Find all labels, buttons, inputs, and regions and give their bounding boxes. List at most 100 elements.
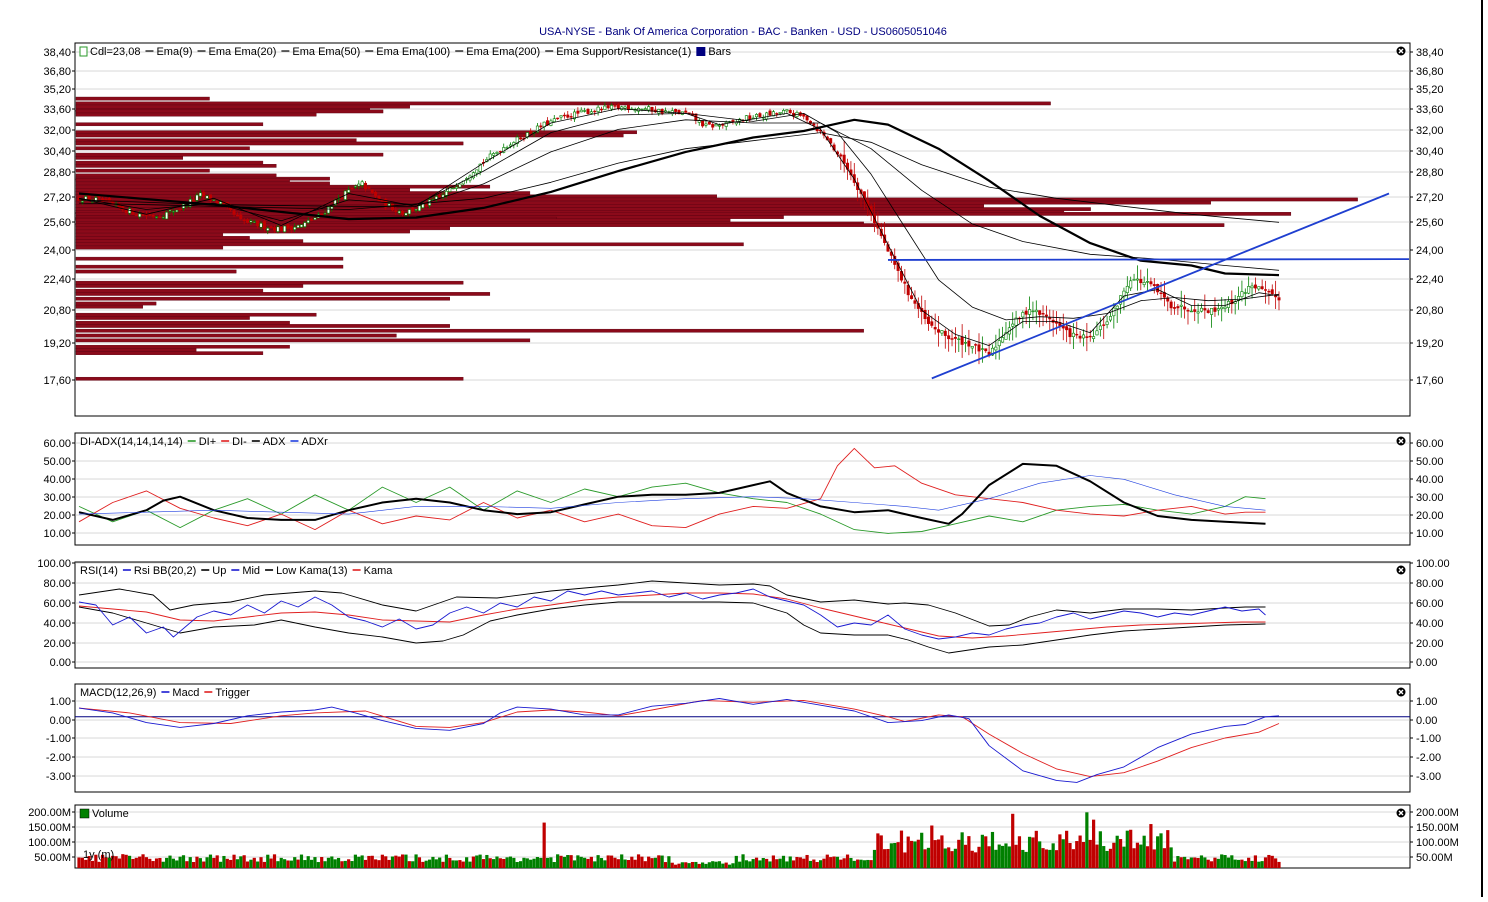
volume-bar <box>154 858 159 868</box>
volume-bar <box>492 859 496 868</box>
candle-body <box>539 125 543 128</box>
volume-tick-label-left: 200.00M <box>28 807 71 819</box>
candle-body <box>498 151 502 153</box>
legend-label: Ema Ema(20) <box>209 46 277 58</box>
price-tick-label-left: 24,00 <box>43 245 71 257</box>
legend-label: Macd <box>172 687 199 699</box>
candle-body <box>350 187 354 190</box>
volume-bar <box>1122 846 1126 868</box>
price-tick-label-right: 33,60 <box>1416 104 1444 116</box>
candle-body <box>559 115 563 118</box>
volume-bar <box>1142 835 1146 868</box>
candle-body <box>596 106 600 112</box>
volume-bar <box>529 859 533 868</box>
volume-bar <box>606 855 610 868</box>
volume-close-icon[interactable] <box>1396 808 1406 818</box>
volume-bar <box>195 856 199 868</box>
candle-body <box>748 115 752 120</box>
candle-body <box>144 214 148 216</box>
rsi-tick-label-right: 60.00 <box>1416 598 1444 610</box>
candle-body <box>1011 323 1015 327</box>
volume-bar <box>1149 824 1153 868</box>
candle-body <box>1173 307 1177 309</box>
volume-profile-bar <box>75 288 264 293</box>
volume-bar <box>876 833 880 868</box>
volume-bar <box>717 861 722 868</box>
macd-tick-label-right: 0.00 <box>1416 715 1437 727</box>
volume-bar <box>1068 843 1072 868</box>
volume-profile-bar <box>75 284 304 288</box>
volume-bar <box>1115 835 1119 868</box>
candle-body <box>178 208 182 211</box>
legend-label: Up <box>212 565 226 577</box>
volume-bar <box>1004 843 1008 868</box>
adx-tick-label-left: 50.00 <box>43 456 71 468</box>
candle-body <box>168 210 172 212</box>
candle-body <box>262 221 266 229</box>
volume-bar <box>1095 844 1099 868</box>
candle-body <box>367 186 371 189</box>
volume-bar <box>859 859 863 868</box>
volume-bar <box>1092 819 1096 868</box>
macd-tick-label-left: -2.00 <box>46 752 71 764</box>
volume-bar <box>690 861 695 868</box>
volume-bar <box>947 847 951 868</box>
volume-bar <box>111 855 115 868</box>
candle-body <box>711 124 715 128</box>
candle-body <box>1193 309 1197 312</box>
volume-bar <box>697 863 701 868</box>
candle-body <box>947 335 951 340</box>
volume-bar <box>771 855 775 868</box>
volume-profile-bar <box>75 160 264 165</box>
candle-body <box>1041 313 1045 315</box>
adx-tick-label-right: 40.00 <box>1416 474 1444 486</box>
adx-close-icon[interactable] <box>1396 436 1406 446</box>
volume-profile-bar <box>75 146 250 151</box>
volume-bar <box>599 858 604 868</box>
adx-tick-label-right: 20.00 <box>1416 510 1444 522</box>
candle-body <box>414 209 418 211</box>
candle-body <box>171 211 175 213</box>
volume-bar <box>802 858 806 868</box>
candle-body <box>401 210 405 215</box>
candle-body <box>1179 304 1183 307</box>
volume-bar <box>80 857 84 868</box>
candle-body <box>1081 334 1085 339</box>
candle-body <box>215 200 219 204</box>
volume-bar <box>572 860 577 868</box>
volume-profile-bar <box>75 184 491 189</box>
volume-profile-bar <box>75 344 290 349</box>
candles <box>77 102 1281 365</box>
volume-bar <box>835 856 840 868</box>
volume-tick-label-left: 150.00M <box>28 822 71 834</box>
volume-bar <box>630 856 634 868</box>
volume-bar <box>586 858 590 868</box>
candle-body <box>842 154 846 164</box>
volume-bar <box>754 857 759 868</box>
candle-body <box>326 206 330 214</box>
volume-bar <box>347 859 351 868</box>
volume-bar <box>593 861 597 868</box>
candle-body <box>953 336 957 339</box>
volume-profile-bar <box>75 264 344 269</box>
volume-bar <box>343 860 347 868</box>
volume-bar <box>1044 849 1049 868</box>
price-tick-label-right: 27,20 <box>1416 192 1444 204</box>
candle-body <box>458 183 462 188</box>
volume-profile-bar <box>75 191 531 195</box>
volume-bar <box>138 856 142 868</box>
volume-panel: 200.00M 200.00M 150.00M 150.00M 100.00M 100.0… <box>28 804 1459 869</box>
support-resistance-horizontal-line <box>887 258 1410 261</box>
volume-profile-bar <box>75 181 330 186</box>
rsi-close-icon[interactable] <box>1396 565 1406 575</box>
volume-bar <box>1274 858 1278 868</box>
adx-tick-label-right: 60.00 <box>1416 438 1444 450</box>
volume-bar <box>185 861 189 868</box>
price-tick-label-right: 35,20 <box>1416 84 1444 96</box>
volume-bar <box>90 860 95 868</box>
price-close-icon[interactable] <box>1396 46 1406 56</box>
macd-close-icon[interactable] <box>1396 687 1406 697</box>
ema-line-Ema20 <box>78 113 1280 321</box>
volume-bar <box>866 859 870 868</box>
volume-bar <box>920 832 924 868</box>
